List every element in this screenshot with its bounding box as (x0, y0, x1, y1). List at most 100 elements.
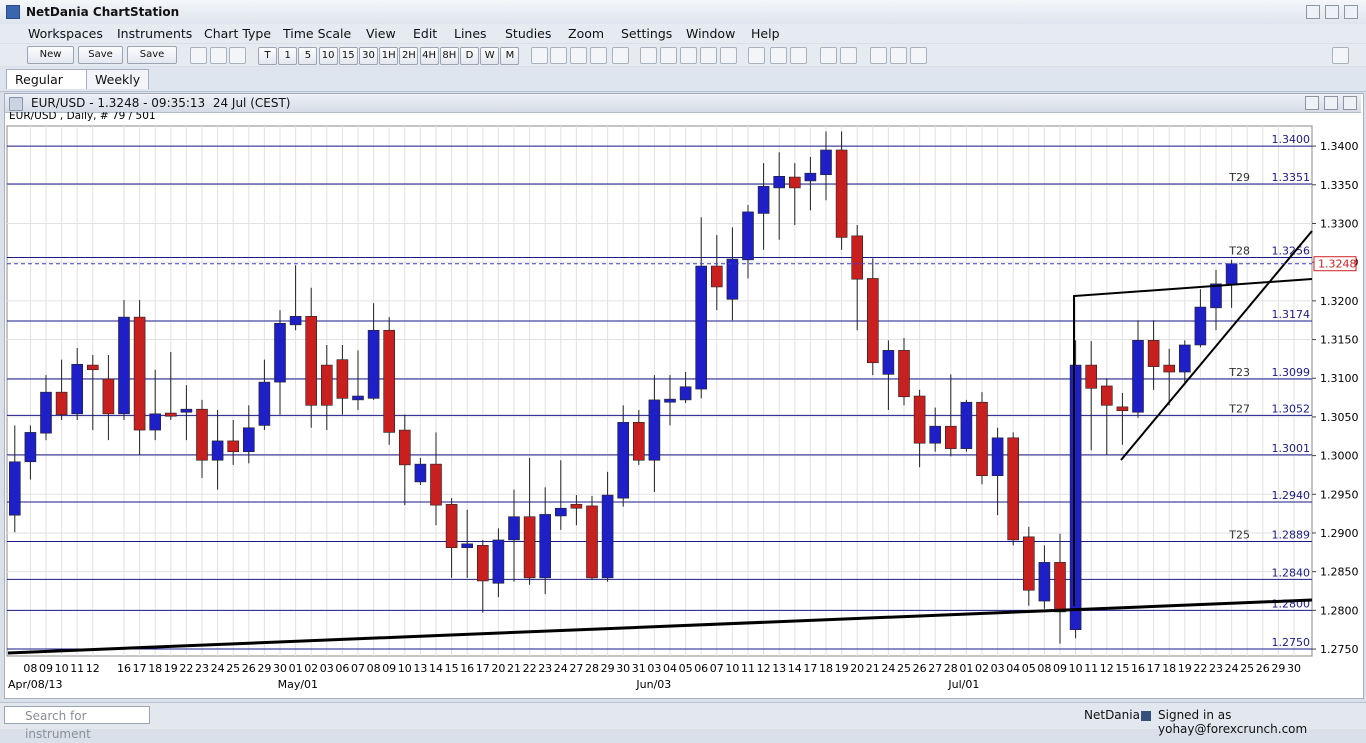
timescale-button[interactable]: 30 (359, 47, 378, 65)
toolbar-icon[interactable] (700, 47, 717, 64)
x-tick-label: 12 (757, 662, 771, 675)
candle-body (539, 514, 552, 579)
timescale-button[interactable]: W (480, 47, 500, 65)
period-label: Jul/01 (947, 678, 979, 691)
window-maximize[interactable] (1324, 96, 1338, 110)
x-tick-label: 08 (1037, 662, 1051, 675)
timescale-button[interactable]: 8H (439, 47, 459, 65)
candle-body (523, 516, 536, 579)
menu-item[interactable]: Window (686, 26, 736, 41)
menu-item[interactable]: View (366, 26, 396, 41)
x-tick-label: 24 (1225, 662, 1239, 675)
tab[interactable]: Regular (6, 69, 88, 89)
toolbar-icon[interactable] (612, 47, 629, 64)
timescale-button[interactable]: 5 (298, 47, 318, 65)
toolbar-icon[interactable] (790, 47, 807, 64)
toolbar-icon[interactable] (748, 47, 765, 64)
toolbar-icon[interactable] (840, 47, 857, 64)
toolbar-icon[interactable] (680, 47, 697, 64)
x-tick-label: 13 (413, 662, 427, 675)
toolbar-icon[interactable] (1332, 47, 1349, 64)
search-input[interactable]: Search for instrument (4, 706, 150, 741)
toolbar-icon[interactable] (550, 47, 567, 64)
app-title: NetDania ChartStation (26, 5, 180, 19)
x-tick-label: 17 (803, 662, 817, 675)
toolbar-icon[interactable] (210, 47, 227, 64)
timescale-button[interactable]: 1H (379, 47, 399, 65)
close-button[interactable] (1344, 5, 1358, 19)
x-tick-label: 22 (523, 662, 537, 675)
candle-body (742, 211, 754, 261)
candle-body (866, 278, 879, 364)
maximize-button[interactable] (1325, 5, 1339, 19)
menu-item[interactable]: Chart Type (204, 26, 272, 41)
candle-body (414, 463, 427, 483)
candle-body (24, 432, 37, 463)
toolbar-icon[interactable] (720, 47, 737, 64)
candle-body (1038, 562, 1051, 602)
toolbar-button[interactable]: Save as... (127, 46, 177, 76)
trend-line (1073, 278, 1313, 606)
menu-item[interactable]: Zoom (568, 26, 605, 41)
toolbar-icon[interactable] (640, 47, 657, 64)
toolbar-icon[interactable] (531, 47, 548, 64)
candle-body (1163, 364, 1175, 373)
menu-item[interactable]: Edit (413, 26, 438, 41)
window-minimize[interactable] (1305, 96, 1319, 110)
timescale-button[interactable]: T (258, 47, 277, 65)
x-tick-label: 25 (1240, 662, 1254, 675)
timescale-button[interactable]: 1 (278, 47, 298, 65)
level-tag: T29 (1228, 171, 1250, 184)
timescale-button[interactable]: 2H (399, 47, 419, 65)
candle-body (695, 265, 708, 390)
candle-body (461, 543, 474, 548)
timescale-button[interactable]: 4H (419, 47, 439, 65)
toolbar-icon[interactable] (590, 47, 607, 64)
x-tick-label: 21 (866, 662, 880, 675)
menu-item[interactable]: Time Scale (283, 26, 352, 41)
timescale-button[interactable]: D (460, 47, 479, 65)
x-tick-label: 29 (1271, 662, 1285, 675)
level-label: 1.2889 (1272, 528, 1311, 541)
candle-body (726, 258, 739, 300)
candle-body (180, 408, 193, 413)
toolbar-icon[interactable] (660, 47, 677, 64)
app-icon (6, 5, 20, 19)
candle-body (1210, 283, 1222, 309)
candle-body (1069, 364, 1082, 630)
tab[interactable]: Weekly (86, 69, 150, 89)
candle-body (274, 322, 286, 383)
last-price-label: 1.3248 (1318, 258, 1357, 271)
timescale-button[interactable]: 15 (338, 47, 358, 65)
minimize-button[interactable] (1306, 5, 1320, 19)
toolbar-icon[interactable] (820, 47, 837, 64)
toolbar-button[interactable]: New (27, 46, 74, 64)
toolbar-icon[interactable] (770, 47, 787, 64)
level-label: 1.3174 (1272, 308, 1311, 321)
menu-item[interactable]: Instruments (117, 26, 193, 41)
toolbar-button[interactable]: Save (78, 46, 123, 64)
timescale-button[interactable]: 10 (318, 47, 338, 65)
toolbar-icon[interactable] (229, 47, 246, 64)
candle-body (570, 504, 583, 509)
toolbar-icon[interactable] (890, 47, 907, 64)
x-tick-label: 04 (1006, 662, 1020, 675)
timescale-button[interactable]: M (500, 47, 520, 65)
menu-item[interactable]: Studies (505, 26, 552, 41)
toolbar-icon[interactable] (570, 47, 587, 64)
toolbar-icon[interactable] (870, 47, 887, 64)
menu-item[interactable]: Lines (454, 26, 487, 41)
x-tick-label: 19 (164, 662, 178, 675)
window-close[interactable] (1343, 96, 1357, 110)
menu-item[interactable]: Workspaces (28, 26, 103, 41)
x-tick-label: 30 (273, 662, 287, 675)
menu-item[interactable]: Settings (621, 26, 673, 41)
x-tick-label: 11 (741, 662, 755, 675)
x-tick-label: 15 (1115, 662, 1129, 675)
chart-subtitle: EUR/USD , Daily, # 79 / 501 (9, 112, 156, 122)
candle-body (9, 461, 21, 516)
toolbar-icon[interactable] (910, 47, 927, 64)
menu-item[interactable]: Help (751, 26, 780, 41)
toolbar-icon[interactable] (190, 47, 207, 64)
x-tick-label: 04 (663, 662, 677, 675)
